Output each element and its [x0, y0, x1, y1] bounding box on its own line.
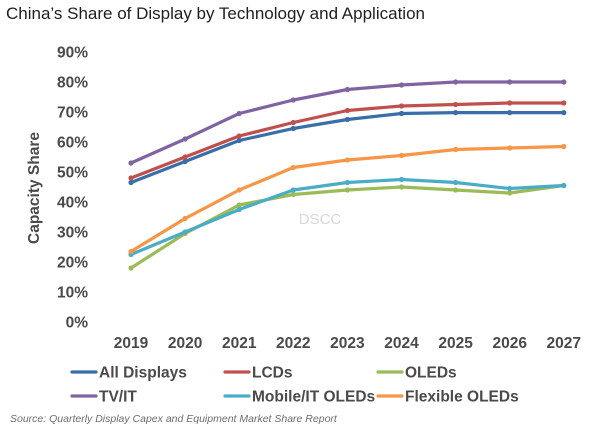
data-point-all-displays	[398, 110, 405, 117]
data-point-tv-it	[561, 79, 567, 85]
data-point-all-displays	[344, 116, 350, 123]
data-point-flexible-oleds	[507, 145, 513, 151]
y-tick-label: 40%	[57, 195, 88, 212]
series-group	[128, 79, 567, 271]
x-tick-label: 2021	[222, 335, 257, 352]
x-tick-label: 2027	[547, 335, 581, 352]
legend-label-flexible-oleds: Flexible OLEDs	[405, 389, 519, 406]
data-point-tv-it	[453, 79, 459, 85]
data-point-mobile-it-oleds	[290, 187, 296, 193]
data-point-all-displays	[236, 137, 242, 144]
x-axis: 2019 2020 2021 2022 2023 2024 2025 2026 2027	[114, 335, 581, 352]
data-point-tv-it	[507, 79, 513, 85]
x-tick-label: 2022	[276, 335, 310, 352]
data-point-mobile-it-oleds	[236, 206, 242, 213]
y-tick-label: 20%	[57, 255, 88, 272]
data-point-lcds	[344, 107, 350, 114]
data-point-lcds	[236, 133, 242, 139]
data-point-all-displays	[182, 158, 188, 165]
data-point-oleds	[507, 190, 513, 196]
y-tick-label: 50%	[57, 165, 88, 182]
data-point-lcds	[182, 154, 188, 160]
data-point-tv-it	[182, 136, 188, 142]
data-point-tv-it	[128, 160, 134, 166]
data-point-lcds	[453, 101, 459, 108]
data-point-flexible-oleds	[453, 146, 459, 153]
data-point-mobile-it-oleds	[398, 176, 405, 183]
data-point-flexible-oleds	[128, 248, 134, 255]
y-axis: 0% 10% 20% 30% 40% 50% 60% 70% 80% 90%	[57, 45, 88, 332]
data-point-flexible-oleds	[290, 164, 296, 171]
data-point-tv-it	[290, 97, 296, 103]
y-tick-label: 70%	[57, 105, 88, 122]
data-point-mobile-it-oleds	[453, 179, 459, 186]
data-point-lcds	[398, 103, 405, 109]
data-point-flexible-oleds	[398, 152, 405, 159]
data-point-mobile-it-oleds	[561, 182, 567, 189]
data-point-all-displays	[561, 110, 567, 116]
data-point-oleds	[236, 202, 242, 208]
data-point-lcds	[507, 100, 513, 106]
legend-label-all-displays: All Displays	[99, 365, 187, 382]
y-tick-label: 30%	[57, 225, 88, 242]
data-point-mobile-it-oleds	[507, 185, 513, 192]
data-point-oleds	[398, 184, 405, 190]
data-point-lcds	[290, 119, 296, 126]
data-point-lcds	[561, 100, 567, 106]
y-tick-label: 80%	[57, 75, 88, 92]
legend-label-mobile-it-oleds: Mobile/IT OLEDs	[252, 389, 375, 406]
x-tick-label: 2020	[168, 335, 202, 352]
legend-label-lcds: LCDs	[252, 365, 292, 382]
chart-title: China’s Share of Display by Technology a…	[6, 4, 425, 23]
data-point-all-displays	[290, 125, 296, 132]
data-point-oleds	[344, 187, 350, 193]
legend-label-oleds: OLEDs	[405, 365, 457, 382]
data-point-tv-it	[398, 82, 405, 88]
data-point-mobile-it-oleds	[344, 179, 350, 186]
data-point-tv-it	[236, 110, 242, 117]
data-point-oleds	[290, 191, 296, 198]
series-line-lcds	[129, 101, 566, 180]
data-point-flexible-oleds	[344, 157, 350, 163]
legend-label-tv-it: TV/IT	[99, 389, 137, 406]
data-point-all-displays	[128, 179, 134, 186]
x-tick-label: 2025	[438, 335, 473, 352]
data-point-oleds	[128, 265, 134, 271]
data-point-mobile-it-oleds	[182, 229, 188, 235]
y-tick-label: 10%	[57, 285, 88, 302]
series-line-tv-it	[129, 80, 566, 165]
data-point-all-displays	[453, 110, 459, 116]
data-point-tv-it	[344, 86, 350, 93]
x-tick-label: 2026	[492, 335, 527, 352]
x-tick-label: 2024	[384, 335, 419, 352]
legend: All Displays LCDs OLEDs TV/IT Mobile/IT OLED…	[70, 365, 519, 406]
watermark: DSCC	[299, 211, 342, 228]
data-point-flexible-oleds	[236, 187, 242, 193]
data-point-oleds	[453, 187, 459, 193]
data-point-flexible-oleds	[561, 143, 567, 150]
y-tick-label: 0%	[66, 315, 89, 332]
y-tick-label: 60%	[57, 135, 88, 152]
y-axis-title: Capacity Share	[26, 132, 43, 244]
data-point-flexible-oleds	[182, 215, 188, 222]
data-point-lcds	[128, 175, 134, 181]
y-tick-label: 90%	[57, 45, 88, 62]
x-tick-label: 2019	[114, 335, 149, 352]
x-tick-label: 2023	[330, 335, 365, 352]
source-note: Source: Quarterly Display Capex and Equi…	[10, 413, 337, 425]
data-point-all-displays	[507, 110, 513, 116]
